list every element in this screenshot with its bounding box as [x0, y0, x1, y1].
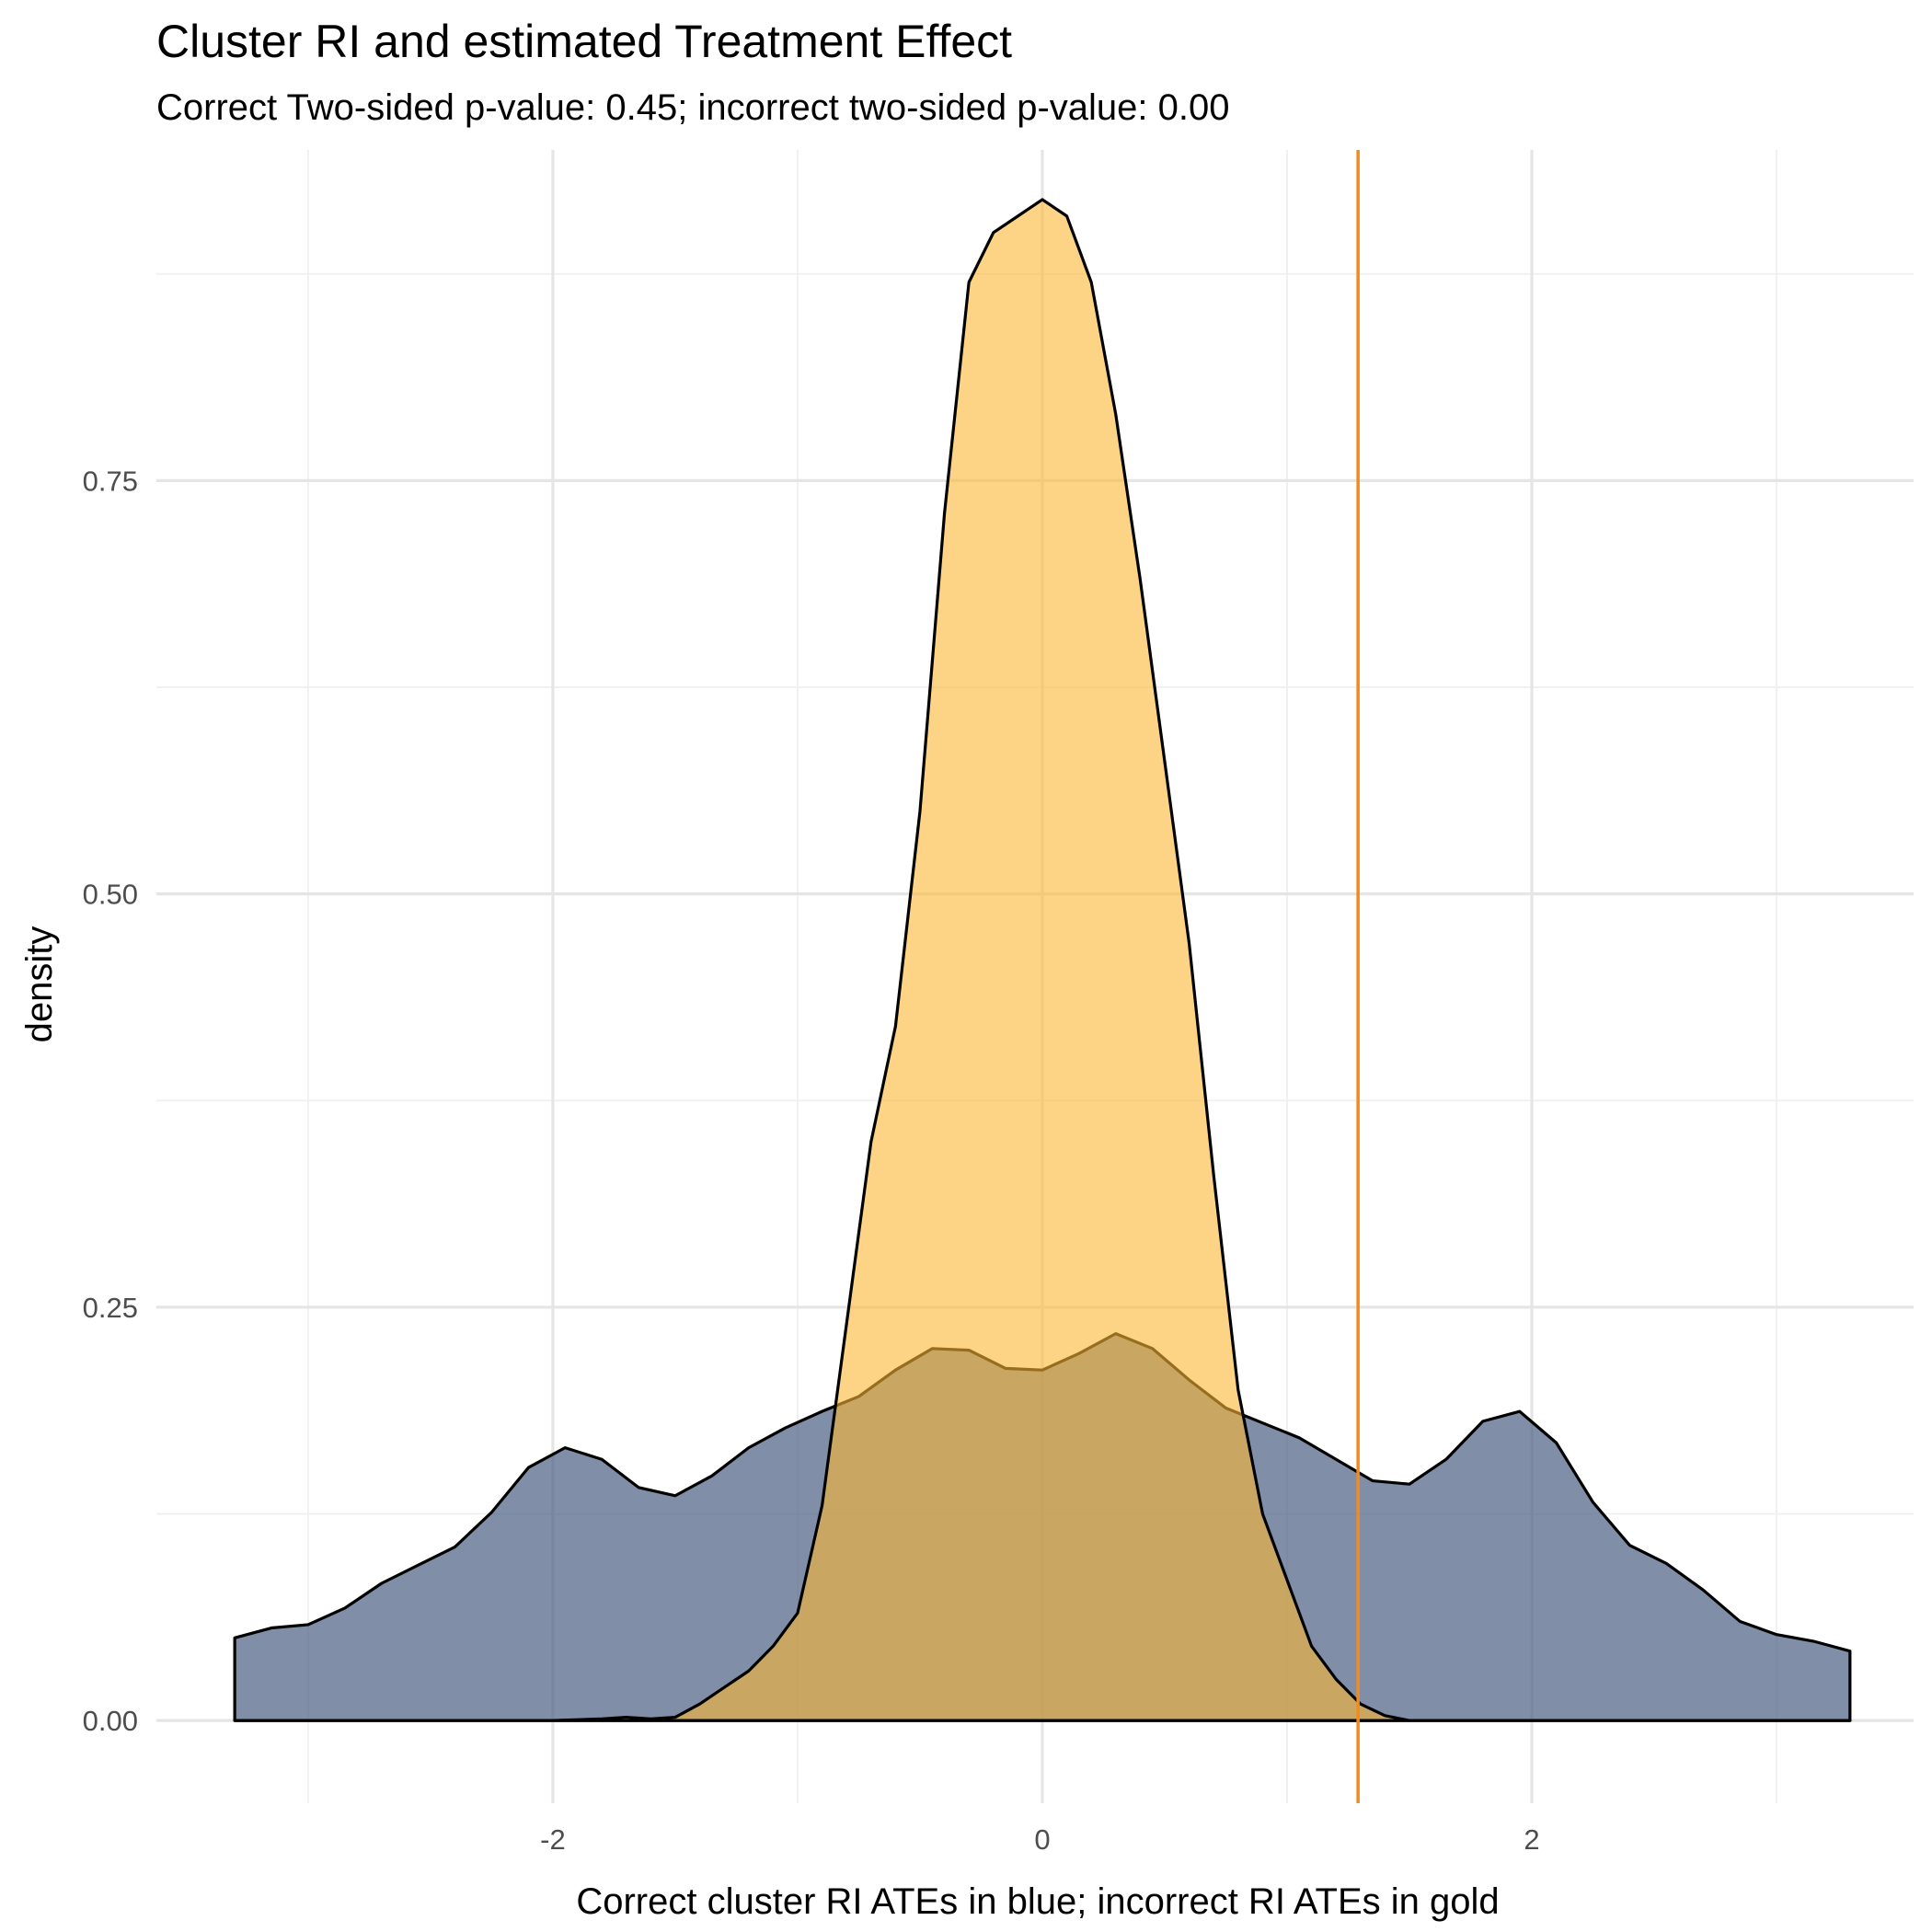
x-tick-label: -2: [540, 1823, 566, 1856]
density-area-2: [233, 198, 1852, 1722]
y-tick-label: 0.25: [83, 1292, 138, 1324]
y-tick-label: 0.00: [83, 1705, 138, 1737]
chart-title: Cluster RI and estimated Treatment Effec…: [156, 16, 1012, 67]
y-tick-label: 0.50: [83, 879, 138, 911]
y-tick-label: 0.75: [83, 465, 138, 497]
x-tick-label: 0: [1034, 1823, 1050, 1856]
x-axis-title: Correct cluster RI ATEs in blue; incorre…: [576, 1881, 1499, 1922]
tick-layer: -2 0 2 0.00 0.25 0.50 0.75: [83, 465, 1540, 1856]
x-tick-label: 2: [1524, 1823, 1539, 1856]
y-axis-title: density: [19, 926, 60, 1043]
series-layer: [233, 198, 1852, 1722]
chart-subtitle: Correct Two-sided p-value: 0.45; incorre…: [156, 87, 1230, 128]
